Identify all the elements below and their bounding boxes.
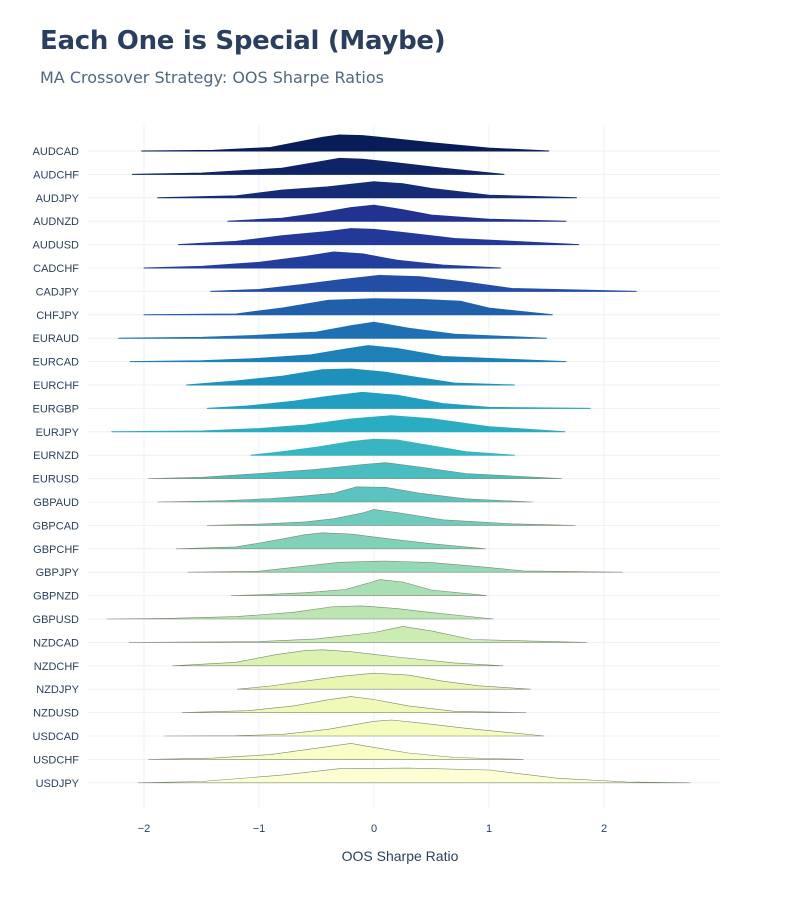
x-tick-labels: −2 −1 0 1 2 (138, 823, 607, 835)
y-tick-label: EURGBP (33, 403, 79, 415)
y-tick-label: NZDUSD (33, 708, 79, 720)
y-tick-labels: AUDCAD AUDCHF AUDJPY AUDNZD AUDUSD CADCHF CADJ… (33, 146, 80, 790)
ridge-nzdjpy (236, 672, 531, 690)
ridge-gbpchf (175, 532, 486, 550)
ridge-gbpnzd (231, 579, 487, 596)
y-tick-label: CADCHF (33, 263, 79, 275)
ridge-gbpjpy (187, 560, 623, 573)
y-tick-label: NZDCHF (34, 661, 79, 673)
y-tick-label: GBPCAD (33, 520, 80, 532)
y-tick-label: EURCHF (33, 380, 79, 392)
y-tick-label: EURAUD (33, 333, 80, 345)
y-tick-label: AUDNZD (33, 216, 79, 228)
y-tick-label: GBPUSD (33, 614, 80, 626)
ridge-eurusd (148, 462, 562, 479)
ridge-chfjpy (143, 298, 553, 316)
ridge-usdcad (164, 719, 545, 737)
ridge-audnzd (227, 204, 567, 222)
y-tick-label: GBPAUD (33, 497, 79, 509)
x-tick-label: −2 (138, 823, 151, 835)
ridge-eurgbp (206, 391, 591, 409)
chart-title: Each One is Special (Maybe) (40, 26, 446, 56)
y-tick-label: EURJPY (36, 427, 80, 439)
ridge-audusd (178, 228, 580, 246)
y-tick-label: CHFJPY (36, 310, 79, 322)
y-tick-label: NZDCAD (33, 637, 79, 649)
x-tick-label: 2 (601, 823, 607, 835)
ridge-gbpusd (106, 605, 494, 620)
y-tick-label: USDCAD (33, 731, 80, 743)
ridge-eurnzd (250, 438, 515, 456)
ridge-gbpaud (157, 486, 533, 503)
y-tick-label: NZDJPY (36, 684, 79, 696)
y-tick-label: USDJPY (36, 778, 80, 790)
ridge-nzdusd (181, 696, 527, 713)
ridge-usdjpy (138, 767, 691, 784)
ridge-nzdchf (172, 649, 504, 667)
ridge-layer (106, 134, 691, 784)
ridge-eurjpy (111, 415, 566, 433)
y-tick-label: GBPCHF (33, 544, 79, 556)
ridge-audjpy (157, 181, 577, 199)
y-tick-label: AUDJPY (36, 193, 80, 205)
ridge-eurcad (129, 345, 567, 363)
y-tick-label: EURNZD (33, 450, 79, 462)
x-tick-label: 1 (486, 823, 492, 835)
y-tick-label: CADJPY (36, 286, 80, 298)
ridge-gbpcad (207, 509, 576, 526)
y-tick-label: EURCAD (33, 357, 80, 369)
y-tick-label: AUDCAD (33, 146, 80, 158)
ridge-euraud (118, 321, 547, 339)
y-tick-label: GBPNZD (33, 591, 79, 603)
y-tick-label: AUDCHF (33, 169, 79, 181)
ridge-nzdcad (128, 626, 588, 643)
ridge-cadchf (143, 251, 501, 269)
ridge-audchf (132, 157, 505, 175)
ridge-eurchf (186, 368, 515, 386)
y-tick-label: EURUSD (33, 474, 80, 486)
y-tick-label: USDCHF (33, 754, 79, 766)
ridge-usdchf (148, 743, 524, 760)
x-tick-label: −1 (253, 823, 266, 835)
y-tick-label: GBPJPY (36, 567, 80, 579)
chart-subtitle: MA Crossover Strategy: OOS Sharpe Ratios (40, 68, 384, 87)
x-axis-title: OOS Sharpe Ratio (342, 848, 459, 864)
x-tick-label: 0 (371, 823, 377, 835)
ridge-cadjpy (210, 274, 637, 292)
ridge-audcad (141, 134, 550, 152)
y-tick-label: AUDUSD (33, 240, 80, 252)
